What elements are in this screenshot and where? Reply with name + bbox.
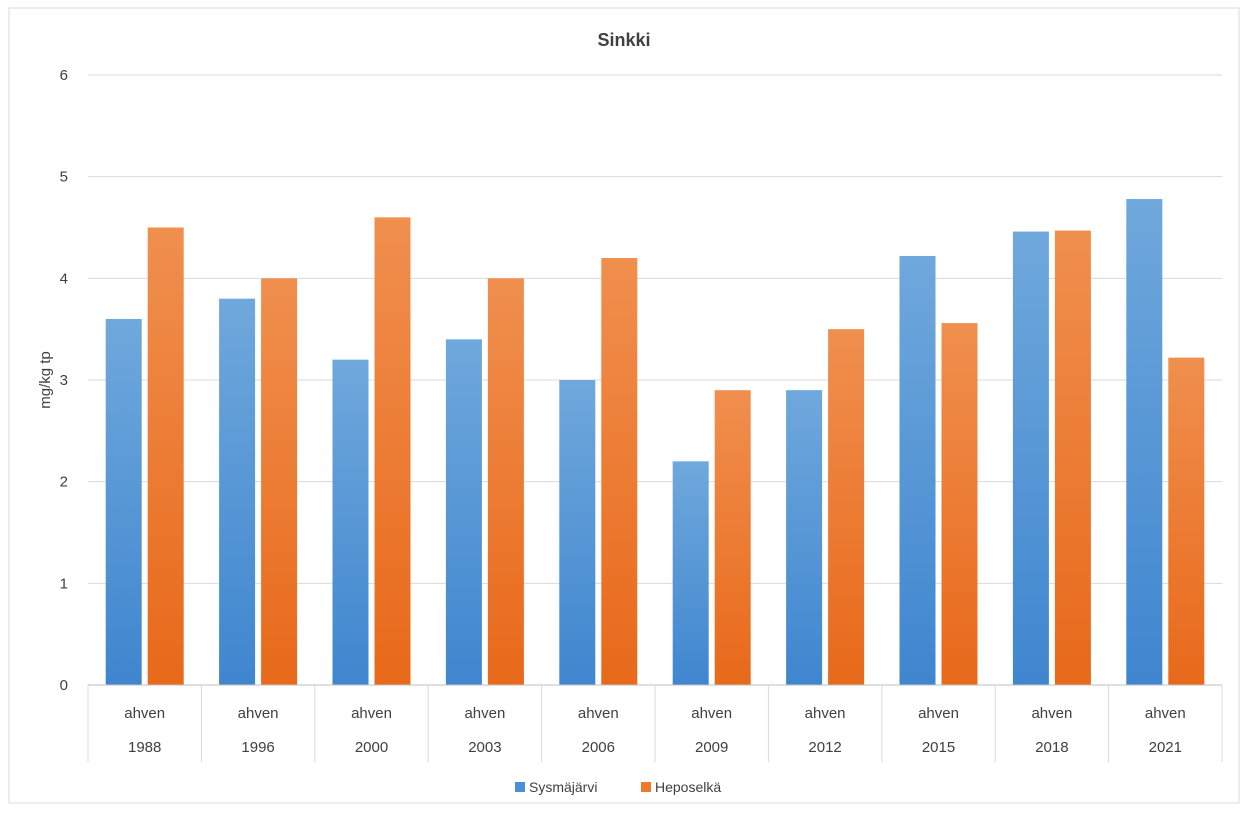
legend-label-sysmajarvi: Sysmäjärvi [529, 779, 597, 795]
x-category-label: 2006 [582, 739, 615, 756]
x-axis: ahven 1988 ahven 1996 ahven 2000 ahven 2003 ahve… [87, 684, 1223, 762]
bar-series-1-2009 [714, 390, 751, 685]
bar-series-1-2003 [487, 278, 524, 685]
x-subcategory-label: ahven [238, 705, 279, 722]
bar-series-1-2018 [1054, 230, 1091, 686]
legend-swatch-sysmajarvi [515, 782, 525, 792]
x-subcategory-label: ahven [351, 705, 392, 722]
bar-series-0-2012 [786, 390, 823, 685]
legend-label-heposelka: Heposelkä [655, 779, 721, 795]
bar-series-1-2021 [1168, 357, 1205, 685]
bar-series-1-1996 [261, 278, 298, 685]
y-tick-label: 2 [60, 474, 68, 491]
x-category-label: 2000 [355, 739, 388, 756]
bar-series-1-2006 [601, 258, 638, 685]
x-category-label: 2015 [922, 739, 955, 756]
bar-series-0-1988 [105, 319, 142, 685]
bar-series-1-2000 [374, 217, 411, 686]
legend-swatch-heposelka [641, 782, 651, 792]
x-subcategory-label: ahven [124, 705, 165, 722]
bar-series-1-2015 [941, 323, 978, 685]
x-subcategory-label: ahven [805, 705, 846, 722]
bar-series-0-2006 [559, 380, 596, 685]
y-tick-label: 1 [60, 575, 68, 592]
legend: Sysmäjärvi Heposelkä [515, 779, 721, 795]
x-category-label: 2018 [1035, 739, 1068, 756]
y-tick-label: 6 [60, 67, 68, 84]
x-subcategory-label: ahven [1145, 705, 1186, 722]
chart-title: Sinkki [597, 30, 650, 50]
x-subcategory-label: ahven [464, 705, 505, 722]
x-subcategory-label: ahven [578, 705, 619, 722]
x-subcategory-label: ahven [1031, 705, 1072, 722]
bar-series-1-2012 [828, 329, 865, 685]
y-axis-label: mg/kg tp [37, 351, 54, 409]
x-category-label: 2009 [695, 739, 728, 756]
x-category-label: 1988 [128, 739, 161, 756]
x-category-label: 1996 [241, 739, 274, 756]
x-subcategory-label: ahven [918, 705, 959, 722]
bar-series-0-2003 [445, 339, 482, 685]
y-tick-label: 0 [60, 677, 68, 694]
bar-series-0-2000 [332, 359, 369, 685]
bar-series-1-1988 [147, 227, 184, 685]
y-tick-labels: 0 1 2 3 4 5 6 [60, 67, 68, 694]
bar-series-0-2021 [1126, 199, 1163, 686]
bars [105, 199, 1205, 686]
y-tick-label: 3 [60, 372, 68, 389]
bar-series-0-1996 [219, 298, 256, 685]
y-tick-label: 4 [60, 270, 68, 287]
bar-series-0-2018 [1012, 231, 1049, 686]
x-category-label: 2012 [808, 739, 841, 756]
x-category-label: 2021 [1149, 739, 1182, 756]
x-category-label: 2003 [468, 739, 501, 756]
bar-series-0-2015 [899, 255, 936, 685]
x-subcategory-label: ahven [691, 705, 732, 722]
bar-series-0-2009 [672, 461, 709, 685]
y-tick-label: 5 [60, 169, 68, 186]
